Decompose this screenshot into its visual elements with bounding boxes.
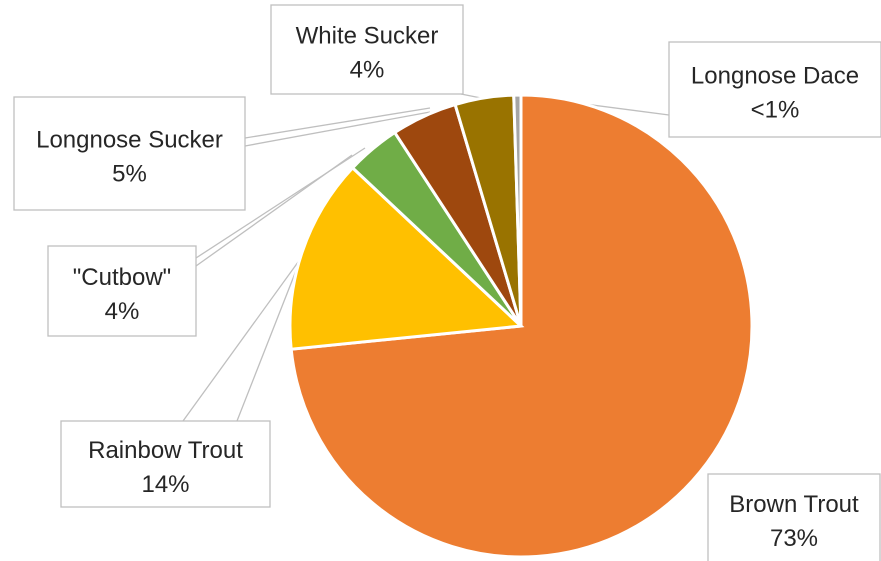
slice-name-label: Rainbow Trout (88, 437, 243, 464)
data-label-cutbow: "Cutbow" 4% (47, 245, 197, 337)
slice-percent-label: 14% (141, 471, 189, 498)
leader-line-extra-2 (244, 107, 431, 139)
data-label-box (60, 420, 271, 508)
data-label-box (47, 245, 197, 337)
leader-line-extra-1 (195, 147, 366, 259)
data-label-rainbow-trout: Rainbow Trout 14% (60, 420, 271, 508)
data-labels: Brown Trout 73% Rainbow Trout 14% "Cutbow" 4%… (13, 4, 881, 561)
slice-percent-label: 5% (112, 161, 147, 188)
leader-lines (182, 93, 670, 422)
slice-name-label: Brown Trout (729, 491, 859, 518)
data-label-longnose-dace: Longnose Dace <1% (668, 41, 881, 138)
pie-slices (288, 93, 754, 559)
slice-name-label: "Cutbow" (73, 264, 171, 291)
data-label-box (707, 473, 881, 561)
slice-percent-label: 4% (105, 298, 140, 325)
data-label-box (270, 4, 464, 95)
data-label-brown-trout: Brown Trout 73% (707, 473, 881, 561)
data-label-longnose-sucker: Longnose Sucker 5% (13, 96, 246, 211)
slice-percent-label: 73% (770, 525, 818, 552)
pie-slice-longnose-dace (512, 93, 523, 327)
data-label-box (668, 41, 881, 138)
data-label-box (13, 96, 246, 211)
data-label-white-sucker: White Sucker 4% (270, 4, 464, 95)
pie-slice-rainbow-trout (288, 165, 525, 351)
leader-line-longnose-sucker (244, 111, 431, 147)
slice-percent-label: 4% (350, 57, 385, 84)
slice-name-label: Longnose Sucker (36, 127, 223, 154)
leader-line-rainbow-trout (236, 257, 302, 422)
slice-percent-label: <1% (751, 97, 800, 124)
slice-name-label: Longnose Dace (691, 63, 859, 90)
slice-name-label: White Sucker (296, 23, 439, 50)
leader-line-extra-0 (182, 257, 302, 422)
